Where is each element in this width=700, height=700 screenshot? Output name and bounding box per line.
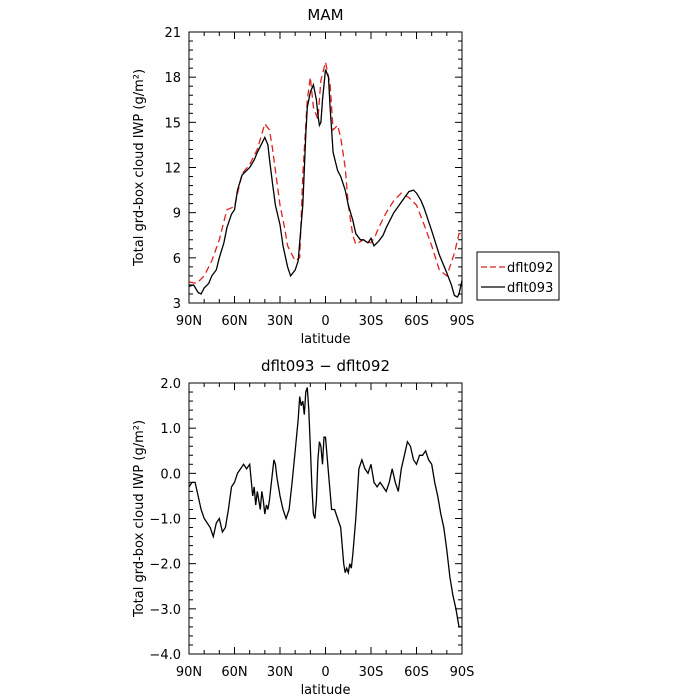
y-tick-label: 12: [164, 162, 181, 177]
y-tick-label: 3: [173, 297, 181, 312]
x-tick-label: 0: [321, 665, 329, 680]
x-tick-label: 90S: [450, 665, 475, 680]
x-tick-label: 0: [321, 314, 329, 329]
y-axis-title: Total grd-box cloud IWP (g/m²): [132, 420, 147, 618]
bottom-chart-panel: dflt093 − dflt092 90N 60N 30N 0 30S 60S 90S −4.0…: [132, 357, 474, 698]
y-tick-label: 2.0: [160, 377, 181, 392]
x-tick-label: 30N: [267, 665, 293, 680]
y-tick-label: 21: [164, 26, 181, 41]
x-tick-label: 30S: [359, 665, 384, 680]
x-tick-label: 60N: [221, 665, 247, 680]
chart-title: dflt093 − dflt092: [261, 357, 390, 375]
y-tick-label: 9: [173, 207, 181, 222]
y-tick-label: 18: [164, 71, 181, 86]
y-axis-title: Total grd-box cloud IWP (g/m²): [132, 69, 147, 267]
y-tick-label: 0.0: [160, 467, 181, 482]
x-tick-label: 60N: [221, 314, 247, 329]
legend-entry: dflt093: [507, 281, 553, 296]
series-line-dflt093: [189, 69, 462, 298]
top-chart-panel: MAM 90N 60N 30N 0 30S 60S 90S 3 6 9 12 15 18 21 latitud…: [132, 6, 560, 347]
y-tick-label: 1.0: [160, 422, 181, 437]
y-tick-label: 15: [164, 116, 181, 131]
legend-entry: dflt092: [507, 261, 553, 276]
x-axis-title: latitude: [301, 683, 351, 698]
series-line-difference: [189, 387, 462, 628]
x-tick-label: 30S: [359, 314, 384, 329]
y-tick-label: −1.0: [149, 513, 181, 528]
x-tick-label: 90S: [450, 314, 475, 329]
x-tick-label: 60S: [404, 665, 429, 680]
y-tick-label: −2.0: [149, 558, 181, 573]
y-tick-label: 6: [173, 252, 181, 267]
y-tick-label: −3.0: [149, 603, 181, 618]
x-tick-label: 90N: [176, 314, 202, 329]
series-line-dflt092: [189, 61, 462, 285]
x-tick-label: 90N: [176, 665, 202, 680]
y-tick-label: −4.0: [149, 648, 181, 663]
x-axis-title: latitude: [301, 332, 351, 347]
chart-title: MAM: [307, 6, 343, 24]
x-tick-label: 30N: [267, 314, 293, 329]
x-tick-label: 60S: [404, 314, 429, 329]
legend-box: [476, 251, 560, 301]
